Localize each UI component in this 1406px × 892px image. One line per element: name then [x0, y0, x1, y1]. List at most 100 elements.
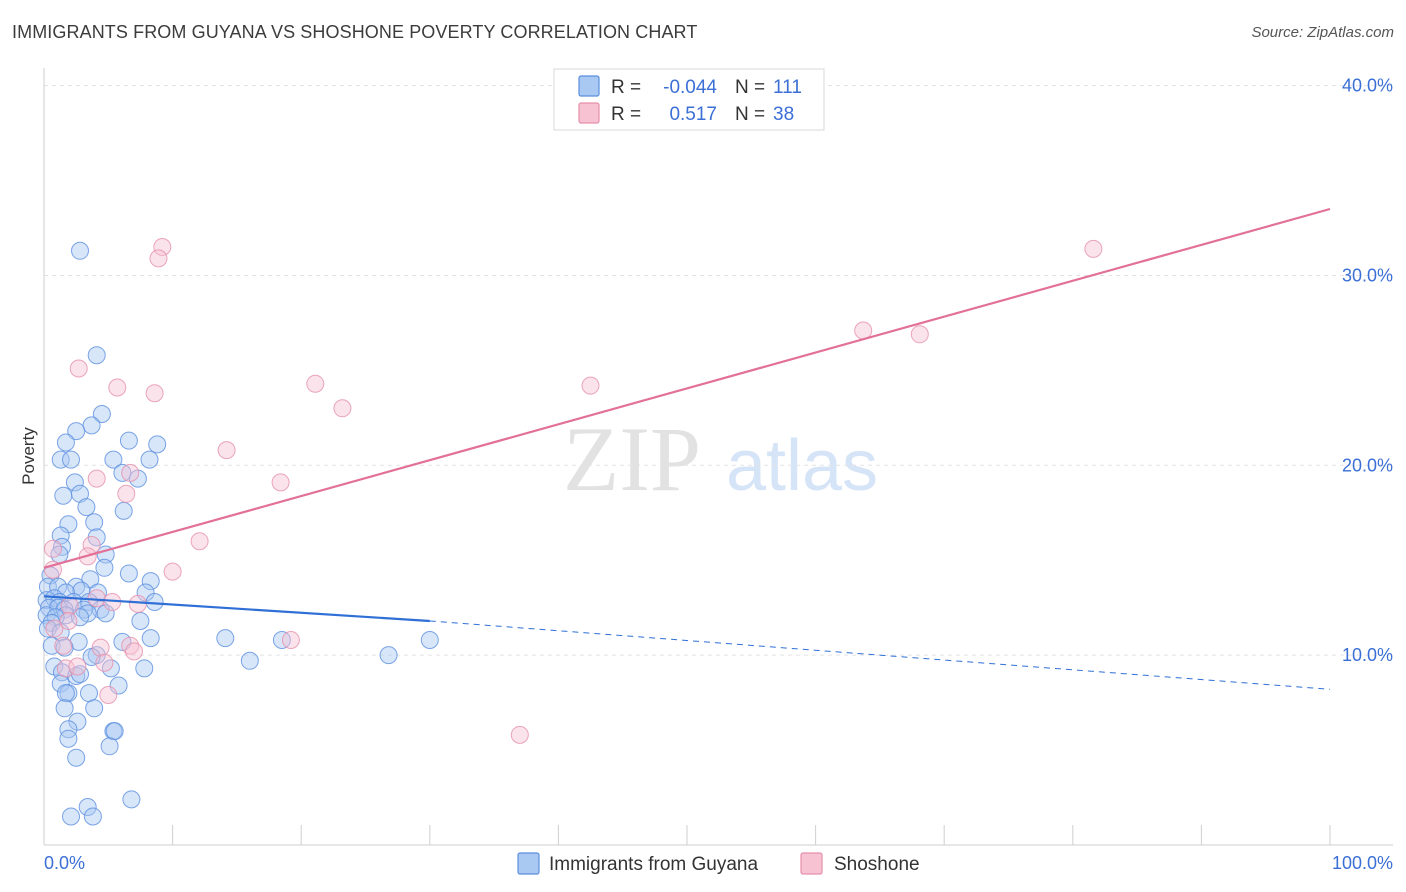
data-point-guyana [216, 629, 235, 648]
data-point-guyana [69, 632, 88, 651]
data-point-shoshone [108, 378, 127, 397]
data-point-guyana [114, 501, 133, 520]
data-point-guyana [85, 513, 104, 532]
series-shoshone-points [44, 238, 1103, 744]
data-point-guyana [67, 422, 86, 441]
data-point-shoshone [117, 484, 136, 503]
data-point-guyana [56, 433, 75, 452]
data-point-guyana [68, 712, 87, 731]
x-tick-label-min: 0.0% [44, 853, 85, 873]
data-point-shoshone [60, 596, 79, 615]
data-point-guyana [104, 450, 123, 469]
data-point-shoshone [68, 657, 87, 676]
data-point-shoshone [581, 376, 600, 395]
data-point-shoshone [910, 325, 929, 344]
data-point-shoshone [99, 686, 118, 704]
data-point-shoshone [145, 384, 164, 403]
data-point-guyana [135, 659, 154, 678]
data-point-guyana [92, 405, 111, 423]
data-point-guyana [78, 798, 97, 816]
data-point-guyana [71, 241, 89, 260]
data-point-guyana [119, 564, 138, 583]
correlation-legend: R = -0.044 N = 111 R = 0.517 N = 38 [553, 68, 825, 131]
data-point-guyana [62, 807, 80, 826]
y-tick-labels: 10.0% 20.0% 30.0% 40.0% [1342, 76, 1393, 666]
grid-lines [44, 85, 1393, 656]
data-point-shoshone [190, 532, 209, 551]
chart-title: IMMIGRANTS FROM GUYANA VS SHOSHONE POVER… [12, 22, 698, 42]
data-point-guyana [122, 790, 141, 809]
data-point-guyana [131, 612, 150, 630]
y-tick-label: 10.0% [1342, 645, 1393, 665]
data-point-guyana [140, 450, 159, 469]
legend-n-label-shoshone: N = [735, 104, 765, 125]
data-point-guyana [56, 684, 75, 703]
data-point-guyana [148, 435, 167, 454]
data-point-shoshone [333, 399, 352, 418]
bottom-legend-swatch-guyana [517, 852, 540, 875]
bottom-legend-label-guyana: Immigrants from Guyana [549, 854, 758, 875]
legend-r-label-shoshone: R = [611, 104, 641, 125]
data-point-guyana [38, 577, 57, 596]
data-point-guyana [96, 604, 115, 623]
data-point-guyana [141, 629, 160, 648]
data-point-shoshone [95, 653, 114, 672]
legend-n-label-guyana: N = [735, 77, 765, 98]
data-point-shoshone [1084, 239, 1103, 258]
series-legend: Immigrants from Guyana Shoshone [517, 852, 920, 875]
legend-n-value-shoshone: 38 [773, 104, 794, 125]
data-point-guyana [85, 699, 104, 718]
bottom-legend-label-shoshone: Shoshone [834, 854, 920, 875]
data-point-guyana [95, 558, 114, 577]
data-point-shoshone [54, 636, 73, 655]
axes [43, 68, 1393, 846]
data-point-guyana [59, 720, 78, 739]
legend-r-label-guyana: R = [611, 77, 641, 98]
data-point-shoshone [121, 463, 140, 482]
data-point-shoshone [163, 562, 182, 581]
data-point-shoshone [91, 638, 110, 657]
data-point-shoshone [128, 594, 147, 613]
data-point-guyana [87, 346, 106, 365]
legend-r-value-guyana: -0.044 [663, 77, 717, 98]
data-point-guyana [105, 722, 124, 741]
legend-swatch-guyana [578, 75, 600, 97]
data-point-guyana [62, 450, 80, 469]
data-point-shoshone [44, 539, 62, 558]
data-point-shoshone [153, 238, 172, 256]
data-point-guyana [240, 651, 259, 670]
data-point-shoshone [87, 469, 106, 488]
data-point-guyana [59, 729, 78, 748]
y-axis-label: Poverty [19, 427, 38, 485]
source-label: Source: ZipAtlas.com [1251, 24, 1394, 41]
data-point-guyana [141, 572, 160, 591]
data-point-shoshone [510, 725, 529, 744]
data-point-guyana [54, 486, 73, 505]
legend-n-value-guyana: 111 [773, 77, 802, 98]
trend-lines [43, 207, 1331, 690]
data-point-guyana [71, 484, 89, 503]
trend-line-guyana [43, 595, 430, 623]
data-point-guyana [51, 526, 70, 545]
legend-r-value-shoshone: 0.517 [669, 104, 717, 125]
data-point-guyana [113, 463, 132, 482]
data-point-guyana [420, 631, 439, 649]
data-point-guyana [82, 416, 101, 435]
data-point-guyana [71, 608, 89, 627]
data-point-shoshone [281, 631, 300, 649]
data-point-guyana [80, 684, 98, 703]
data-point-guyana [379, 646, 398, 665]
data-point-shoshone [125, 642, 143, 661]
data-point-guyana [55, 699, 74, 718]
data-point-guyana [83, 807, 102, 826]
watermark-atlas: atlas [726, 426, 878, 506]
data-point-shoshone [56, 659, 75, 678]
watermark-zip: ZIP [563, 408, 701, 510]
data-point-guyana [51, 450, 70, 469]
data-point-guyana [67, 748, 86, 767]
series-guyana-points [37, 241, 439, 826]
data-point-guyana [77, 498, 96, 517]
data-point-guyana [100, 737, 119, 756]
data-point-shoshone [59, 612, 78, 630]
